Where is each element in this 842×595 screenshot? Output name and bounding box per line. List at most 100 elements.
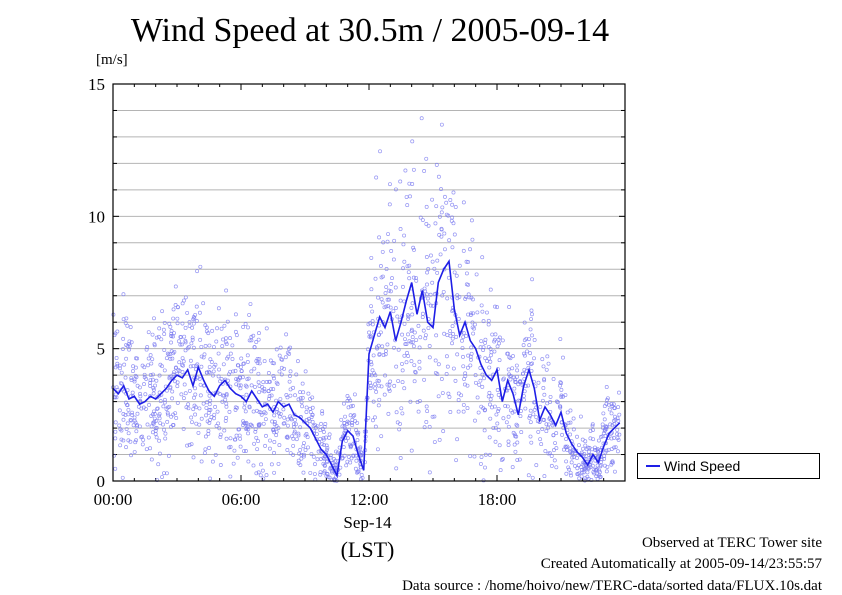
data-point <box>570 448 575 453</box>
data-point <box>133 420 138 425</box>
data-point <box>559 393 564 398</box>
data-point <box>274 347 279 352</box>
data-point <box>173 303 178 307</box>
data-point <box>511 354 515 359</box>
data-point <box>127 347 131 352</box>
data-point <box>400 361 404 366</box>
data-point <box>176 305 180 310</box>
data-point <box>187 388 192 393</box>
data-point <box>375 378 380 383</box>
data-point <box>234 433 239 438</box>
series-line-wind-speed <box>112 259 621 479</box>
data-point <box>459 393 464 398</box>
data-point <box>513 449 518 454</box>
data-point <box>169 331 174 336</box>
x-tick-label: 00:00 <box>94 490 133 509</box>
data-point <box>261 380 266 385</box>
data-point <box>464 271 469 276</box>
data-point <box>608 422 613 427</box>
data-point <box>431 303 435 308</box>
data-point <box>222 428 227 433</box>
data-point <box>151 386 156 390</box>
data-point <box>554 446 559 451</box>
data-point <box>440 205 445 210</box>
data-point <box>296 431 301 436</box>
data-point <box>497 358 502 363</box>
data-point <box>536 429 541 434</box>
data-point <box>146 435 151 440</box>
data-point <box>271 374 276 378</box>
data-point <box>609 436 614 441</box>
data-point <box>578 414 583 419</box>
data-point <box>181 426 186 431</box>
data-point <box>409 340 414 345</box>
data-point <box>585 474 590 479</box>
data-point <box>204 405 209 410</box>
data-point <box>271 387 276 392</box>
data-point <box>154 335 159 340</box>
data-point <box>592 445 597 450</box>
data-point <box>232 437 237 442</box>
data-point <box>123 412 128 417</box>
data-point <box>288 451 293 456</box>
data-point <box>169 329 174 333</box>
data-point <box>488 346 493 351</box>
data-point <box>452 232 457 237</box>
data-point <box>174 416 179 420</box>
data-point <box>353 453 358 458</box>
data-point <box>323 452 328 457</box>
data-point <box>376 403 381 408</box>
data-point <box>238 365 243 370</box>
data-point <box>400 411 405 416</box>
data-point <box>271 428 276 433</box>
data-point <box>465 365 470 370</box>
data-point <box>424 156 429 161</box>
data-point <box>125 344 130 348</box>
data-point <box>267 379 272 384</box>
footer-created: Created Automatically at 2005-09-14/23:5… <box>540 556 822 572</box>
data-point <box>234 333 239 338</box>
data-point <box>151 421 156 426</box>
data-point <box>456 316 461 321</box>
data-point <box>246 427 251 432</box>
data-point <box>218 432 223 437</box>
data-point <box>375 447 380 452</box>
x-axis-date-label: Sep-14 <box>343 513 392 532</box>
data-point <box>345 459 350 464</box>
data-point <box>130 390 135 395</box>
data-point <box>617 412 622 417</box>
data-point <box>303 448 308 452</box>
data-point <box>224 393 229 398</box>
data-point <box>123 375 128 380</box>
data-point <box>370 322 375 327</box>
data-point <box>198 337 203 342</box>
data-point <box>211 369 216 374</box>
data-point <box>150 332 155 337</box>
data-point <box>497 335 502 340</box>
data-point <box>267 446 272 451</box>
data-point <box>269 393 274 398</box>
data-point <box>393 306 398 311</box>
data-point <box>282 415 287 420</box>
data-point <box>395 314 400 319</box>
data-point <box>483 465 487 470</box>
data-point <box>479 455 484 459</box>
data-point <box>439 210 444 215</box>
data-point <box>481 348 486 352</box>
data-point <box>615 427 620 432</box>
footer-data-source: Data source : /home/hoivo/new/TERC-data/… <box>402 578 822 594</box>
data-point <box>228 474 233 479</box>
data-point <box>128 417 133 422</box>
data-point <box>420 315 425 320</box>
data-point <box>385 382 390 387</box>
data-point <box>482 428 487 433</box>
data-point <box>206 369 211 374</box>
data-point <box>208 417 212 422</box>
data-point <box>251 409 256 414</box>
data-point <box>186 345 191 350</box>
data-point <box>469 345 474 350</box>
data-point <box>425 282 429 287</box>
data-point <box>326 475 331 480</box>
data-point <box>292 412 297 417</box>
data-point <box>232 448 237 453</box>
